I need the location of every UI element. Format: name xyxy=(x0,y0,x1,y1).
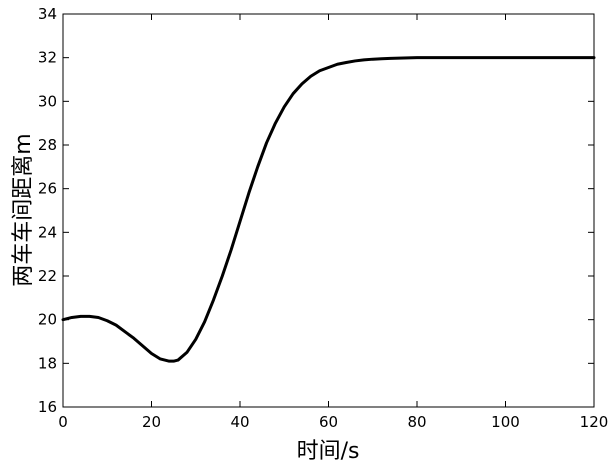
x-tick-label: 20 xyxy=(142,413,161,431)
y-tick-label: 18 xyxy=(38,354,57,372)
y-tick-label: 20 xyxy=(38,311,57,329)
y-tick-label: 22 xyxy=(38,267,57,285)
y-tick-label: 32 xyxy=(38,49,57,67)
y-tick-label: 30 xyxy=(38,92,57,110)
y-tick-label: 16 xyxy=(38,398,57,416)
x-tick-label: 60 xyxy=(319,413,338,431)
x-tick-label: 80 xyxy=(407,413,426,431)
x-tick-label: 120 xyxy=(580,413,609,431)
x-tick-label: 100 xyxy=(491,413,520,431)
x-axis-title: 时间/s xyxy=(297,439,360,464)
y-tick-label: 24 xyxy=(38,223,57,241)
y-tick-label: 28 xyxy=(38,136,57,154)
plot-area-frame xyxy=(63,14,594,407)
x-tick-label: 0 xyxy=(58,413,68,431)
axis-ticks xyxy=(63,14,594,407)
x-tick-label: 40 xyxy=(230,413,249,431)
y-tick-label: 26 xyxy=(38,180,57,198)
series-line xyxy=(63,58,594,361)
y-axis-title: 两车车间距离m xyxy=(11,133,36,286)
y-tick-label: 34 xyxy=(38,5,57,23)
